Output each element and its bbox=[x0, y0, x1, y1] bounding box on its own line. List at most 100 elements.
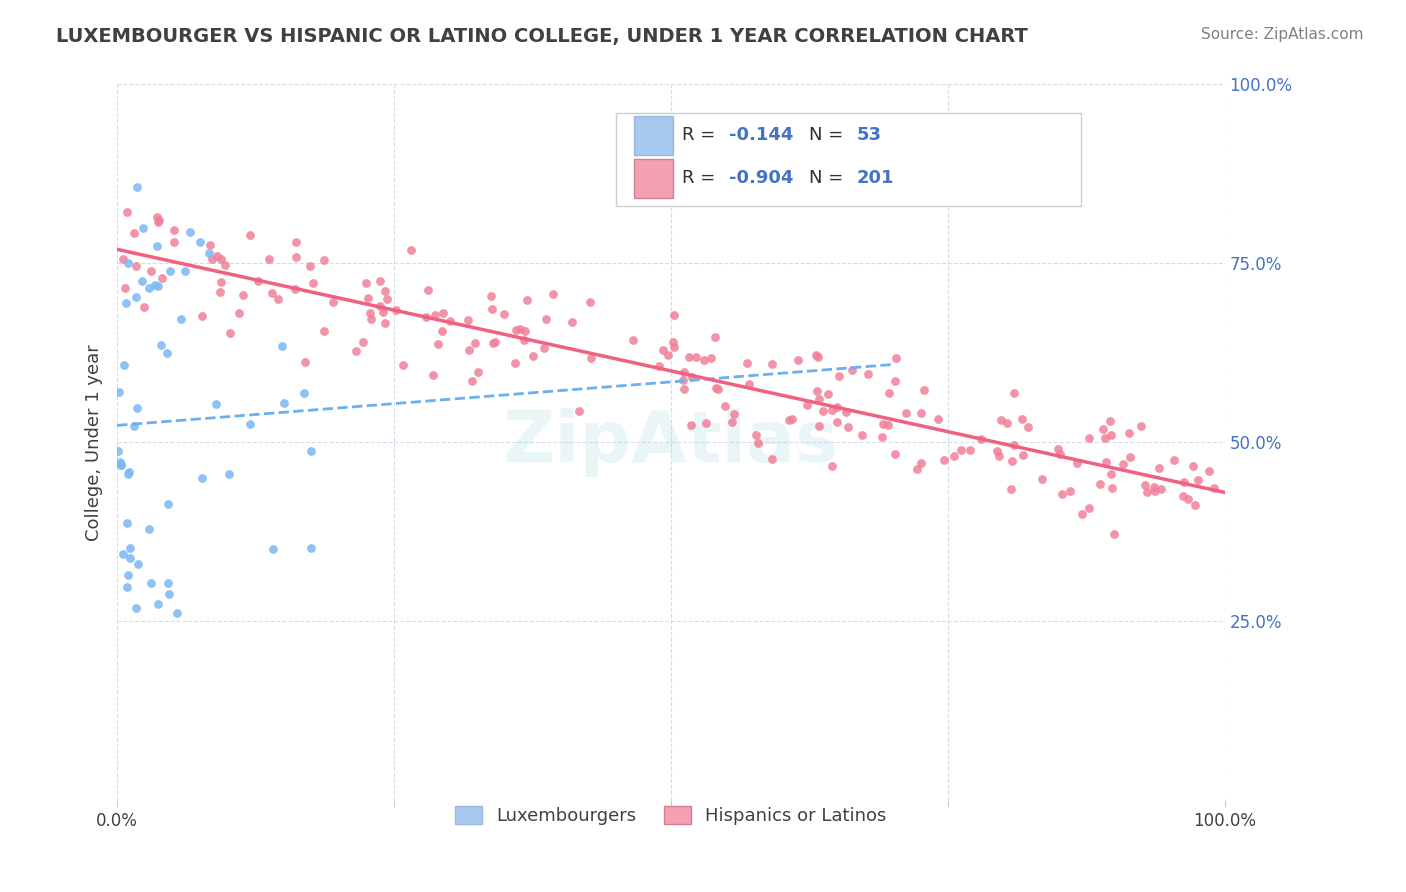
Point bbox=[990, 412, 1012, 426]
Point bbox=[1177, 492, 1199, 507]
Point bbox=[427, 336, 450, 351]
Point bbox=[932, 453, 955, 467]
Point bbox=[120, 541, 142, 555]
Point bbox=[821, 458, 844, 473]
Point bbox=[1000, 483, 1022, 497]
Point bbox=[239, 227, 262, 242]
Point bbox=[693, 352, 716, 367]
Point bbox=[117, 467, 139, 481]
Point bbox=[418, 283, 440, 297]
Point bbox=[912, 383, 935, 397]
Point bbox=[415, 310, 437, 324]
FancyBboxPatch shape bbox=[634, 116, 673, 155]
Point bbox=[127, 401, 149, 415]
Point bbox=[484, 335, 506, 350]
Point bbox=[125, 290, 148, 304]
Point bbox=[344, 343, 367, 358]
Point bbox=[146, 239, 169, 253]
Point bbox=[139, 576, 162, 591]
Point bbox=[115, 516, 138, 530]
Point bbox=[1066, 456, 1088, 470]
Point bbox=[218, 467, 240, 482]
Point bbox=[302, 276, 325, 290]
Point bbox=[273, 396, 295, 410]
Point bbox=[205, 397, 228, 411]
Point bbox=[678, 350, 700, 364]
Point bbox=[150, 271, 173, 285]
Point bbox=[481, 301, 503, 316]
Point bbox=[561, 315, 583, 329]
Point bbox=[131, 274, 153, 288]
Point bbox=[995, 417, 1018, 431]
Point bbox=[651, 343, 673, 357]
Point bbox=[959, 443, 981, 458]
Point bbox=[787, 352, 810, 367]
Point bbox=[662, 308, 685, 322]
Point bbox=[685, 350, 707, 364]
Point bbox=[205, 249, 228, 263]
Point bbox=[385, 303, 408, 318]
Point bbox=[374, 316, 396, 330]
Point bbox=[516, 293, 538, 307]
Point bbox=[191, 309, 214, 323]
Point bbox=[117, 568, 139, 582]
Point bbox=[828, 369, 851, 384]
Point bbox=[239, 417, 262, 431]
Point bbox=[197, 246, 219, 260]
Point bbox=[374, 284, 396, 298]
Point bbox=[1099, 428, 1122, 442]
Point bbox=[949, 443, 972, 458]
Point bbox=[1101, 481, 1123, 495]
Point bbox=[359, 306, 381, 320]
Point bbox=[368, 299, 391, 313]
Point bbox=[807, 418, 830, 433]
Point bbox=[703, 330, 725, 344]
Point bbox=[806, 348, 828, 362]
Point bbox=[811, 404, 834, 418]
Point bbox=[1077, 501, 1099, 516]
Point bbox=[1202, 481, 1225, 495]
Point bbox=[179, 225, 201, 239]
Point bbox=[138, 522, 160, 536]
Point bbox=[228, 306, 250, 320]
Point bbox=[579, 295, 602, 310]
Point bbox=[714, 399, 737, 413]
Point bbox=[894, 406, 917, 420]
Point bbox=[1135, 478, 1157, 492]
Point bbox=[1150, 482, 1173, 496]
Point bbox=[266, 293, 288, 307]
Point bbox=[1171, 489, 1194, 503]
Point bbox=[1077, 431, 1099, 445]
Point bbox=[156, 345, 179, 359]
Point bbox=[392, 358, 415, 372]
Point bbox=[513, 324, 536, 338]
Point bbox=[723, 408, 745, 422]
Point bbox=[132, 221, 155, 235]
Point bbox=[148, 278, 170, 293]
Point bbox=[1088, 476, 1111, 491]
Point bbox=[312, 324, 335, 338]
Point bbox=[986, 444, 1008, 458]
Point bbox=[146, 214, 169, 228]
Point bbox=[354, 276, 377, 290]
Point bbox=[159, 264, 181, 278]
Point bbox=[371, 305, 394, 319]
Point bbox=[464, 336, 486, 351]
Point bbox=[745, 428, 768, 442]
Point bbox=[747, 436, 769, 450]
Point bbox=[146, 597, 169, 611]
Point bbox=[1143, 483, 1166, 498]
Point bbox=[1198, 464, 1220, 478]
Point bbox=[1094, 431, 1116, 445]
Point bbox=[124, 259, 146, 273]
Point bbox=[284, 283, 307, 297]
Point bbox=[621, 334, 644, 348]
Point bbox=[910, 406, 932, 420]
Point bbox=[737, 377, 759, 392]
Point bbox=[513, 333, 536, 347]
Point bbox=[834, 405, 856, 419]
Point bbox=[681, 417, 703, 432]
Point bbox=[157, 587, 180, 601]
Text: LUXEMBOURGER VS HISPANIC OR LATINO COLLEGE, UNDER 1 YEAR CORRELATION CHART: LUXEMBOURGER VS HISPANIC OR LATINO COLLE… bbox=[56, 27, 1028, 45]
Point bbox=[943, 450, 966, 464]
